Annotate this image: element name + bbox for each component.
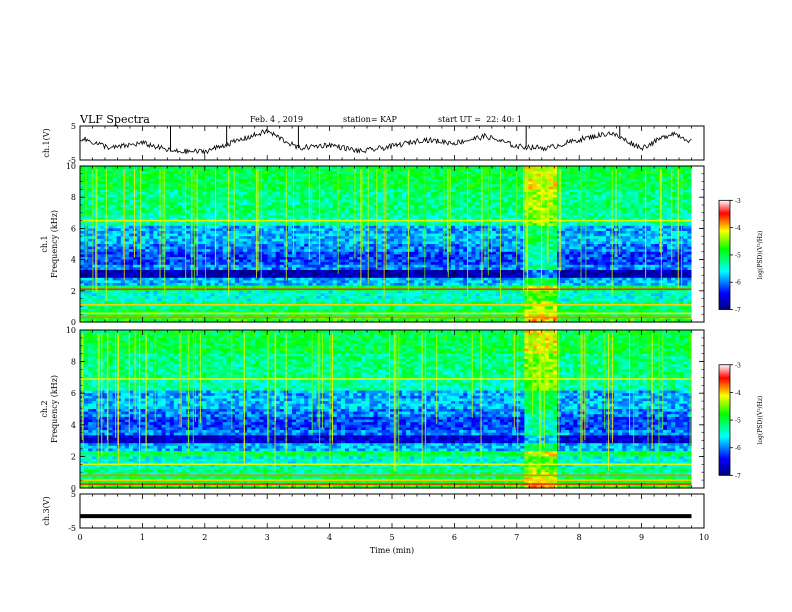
y-tick-label: 8 bbox=[71, 193, 76, 202]
colorbar-tick-label: -6 bbox=[735, 280, 741, 287]
x-tick-label: 3 bbox=[265, 533, 270, 542]
colorbar-tick-label: -7 bbox=[735, 307, 741, 314]
y-tick-label: 0 bbox=[71, 484, 76, 493]
y-axis-label: ch.3(V) bbox=[42, 496, 51, 525]
y-axis-label-channel: ch.1 bbox=[40, 235, 49, 252]
y-tick-label: 5 bbox=[71, 122, 76, 131]
y-axis-label: ch.1(V) bbox=[42, 128, 51, 157]
x-tick-label: 10 bbox=[699, 533, 709, 542]
y-axis-label-channel: ch.2 bbox=[40, 400, 49, 417]
colorbar-label: log(PSD)(V²/Hz) bbox=[757, 396, 764, 445]
colorbar-1 bbox=[718, 199, 731, 310]
colorbar-tick-label: -7 bbox=[735, 473, 741, 480]
colorbar-2 bbox=[718, 364, 731, 476]
x-tick-label: 4 bbox=[327, 533, 332, 542]
y-tick-label: 5 bbox=[71, 490, 76, 499]
panel-frame-4 bbox=[79, 493, 705, 529]
colorbar-label: log(PSD)(V²/Hz) bbox=[757, 230, 764, 279]
ch2-spectrogram bbox=[80, 330, 704, 489]
start-time-label: start UT = 22: 40: 1 bbox=[438, 115, 523, 124]
x-tick-label: 1 bbox=[140, 533, 145, 542]
date-label: Feb. 4 , 2019 bbox=[250, 115, 304, 124]
x-tick-label: 6 bbox=[452, 533, 457, 542]
x-tick-label: 9 bbox=[639, 533, 644, 542]
ch1-spectrogram bbox=[80, 166, 704, 323]
colorbar-tick-label: -6 bbox=[735, 445, 741, 452]
ch1-waveform-line bbox=[79, 128, 692, 156]
y-tick-label: 6 bbox=[71, 389, 76, 398]
y-axis-label: Frequency (kHz) bbox=[50, 375, 59, 443]
colorbar-tick-label: -4 bbox=[735, 225, 741, 232]
y-tick-label: 10 bbox=[66, 162, 76, 171]
x-tick-label: 0 bbox=[77, 533, 82, 542]
y-tick-label: 8 bbox=[71, 358, 76, 367]
y-tick-label: 6 bbox=[71, 224, 76, 233]
y-tick-label: -5 bbox=[68, 524, 76, 533]
y-tick-label: 4 bbox=[71, 256, 76, 265]
panel-frame-1 bbox=[79, 125, 705, 161]
colorbar-tick-label: -5 bbox=[735, 418, 741, 425]
y-tick-label: -5 bbox=[68, 156, 76, 165]
y-axis-label: Frequency (kHz) bbox=[50, 210, 59, 278]
colorbar-tick-label: -5 bbox=[735, 252, 741, 259]
x-tick-label: 8 bbox=[577, 533, 582, 542]
y-tick-label: 0 bbox=[71, 318, 76, 327]
y-tick-label: 10 bbox=[66, 326, 76, 335]
chart-title: VLF Spectra bbox=[80, 113, 150, 126]
x-tick-label: 5 bbox=[389, 533, 394, 542]
colorbar-tick-label: -3 bbox=[735, 362, 741, 369]
x-axis-label: Time (min) bbox=[370, 546, 414, 555]
y-tick-label: 2 bbox=[71, 287, 76, 296]
x-tick-label: 7 bbox=[514, 533, 519, 542]
x-tick-label: 2 bbox=[202, 533, 207, 542]
y-tick-label: 4 bbox=[71, 421, 76, 430]
station-label: station= KAP bbox=[343, 115, 397, 124]
colorbar-tick-label: -3 bbox=[735, 198, 741, 205]
colorbar-tick-label: -4 bbox=[735, 390, 741, 397]
y-tick-label: 2 bbox=[71, 452, 76, 461]
